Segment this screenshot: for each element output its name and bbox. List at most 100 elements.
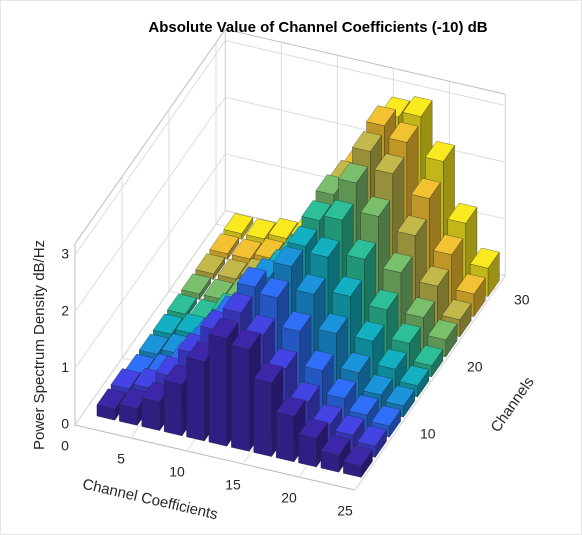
bar-top bbox=[469, 247, 500, 269]
bar-top bbox=[348, 394, 379, 416]
bar-top bbox=[230, 328, 261, 350]
bar-top bbox=[281, 310, 312, 332]
bar-front bbox=[163, 380, 183, 437]
bar-top bbox=[366, 105, 397, 127]
bar-top bbox=[371, 405, 402, 427]
bar bbox=[195, 253, 226, 281]
bar-top bbox=[354, 320, 385, 342]
bar-top bbox=[326, 377, 357, 399]
bar-top bbox=[268, 217, 299, 239]
bar-top bbox=[441, 299, 472, 321]
bar-top bbox=[236, 266, 267, 288]
y-tick-label: 10 bbox=[420, 426, 436, 442]
bar-top bbox=[175, 313, 206, 334]
z-tick-label: 1 bbox=[61, 359, 69, 375]
bar-top bbox=[340, 352, 371, 374]
grid-line bbox=[74, 210, 226, 426]
grid-line bbox=[74, 153, 226, 369]
bar bbox=[342, 445, 373, 479]
bar-top bbox=[317, 312, 349, 334]
labels: 0 5 10 15 20 25 10 20 30 0 1 2 3 bbox=[61, 246, 530, 519]
z-axis-title: Power Spectrum Density dB/Hz bbox=[31, 240, 48, 450]
x-tick-label: 25 bbox=[337, 503, 353, 519]
bar bbox=[209, 233, 240, 261]
grid-line bbox=[74, 96, 226, 312]
bar-top bbox=[402, 96, 433, 117]
bar-top bbox=[166, 293, 198, 315]
bar-top bbox=[334, 414, 365, 436]
chart-title: Absolute Value of Channel Coefficients (… bbox=[148, 19, 487, 36]
grid-line bbox=[225, 96, 506, 163]
bar-top bbox=[195, 253, 226, 275]
bar-top bbox=[231, 238, 262, 260]
x-tick-label: 5 bbox=[117, 451, 125, 467]
bar-front bbox=[208, 334, 228, 447]
bar-top bbox=[110, 368, 141, 390]
bar-front bbox=[141, 397, 160, 431]
bar-top bbox=[413, 345, 444, 366]
grid-line bbox=[354, 275, 506, 491]
bar-top bbox=[410, 178, 441, 199]
bar-front bbox=[275, 412, 295, 463]
x-tick-label: 15 bbox=[225, 477, 241, 493]
x-tick-label: 10 bbox=[169, 464, 185, 480]
bar-top bbox=[275, 395, 306, 417]
bar-top bbox=[405, 297, 436, 318]
bar-top bbox=[203, 278, 234, 300]
bar-top bbox=[253, 362, 284, 384]
bar-top bbox=[374, 153, 405, 175]
bar-top bbox=[301, 200, 332, 221]
bar-top bbox=[223, 213, 254, 234]
bar-top bbox=[396, 215, 427, 236]
bar-top bbox=[342, 445, 373, 467]
bar-top bbox=[368, 289, 399, 311]
bar-top bbox=[323, 199, 354, 221]
bar-top bbox=[385, 385, 416, 407]
z-tick-label: 0 bbox=[61, 416, 69, 432]
bar-top bbox=[303, 350, 334, 371]
bar-top bbox=[376, 348, 407, 370]
bar-top bbox=[138, 333, 169, 355]
bar-top bbox=[399, 365, 430, 386]
bar-top bbox=[245, 218, 276, 240]
bar-top bbox=[273, 245, 304, 267]
bar-top bbox=[388, 121, 419, 143]
bar bbox=[181, 273, 212, 301]
bar-top bbox=[433, 234, 464, 256]
bar-top bbox=[424, 140, 456, 162]
bar-top bbox=[208, 318, 239, 339]
bar-top bbox=[337, 162, 368, 184]
bar-top bbox=[382, 252, 413, 274]
z-tick-label: 2 bbox=[61, 302, 69, 318]
bar-top bbox=[222, 292, 253, 314]
bar-top bbox=[427, 319, 458, 341]
bar-top bbox=[287, 225, 318, 247]
bar-top bbox=[320, 434, 351, 456]
bar-top bbox=[390, 322, 422, 344]
z-tick-label: 3 bbox=[61, 246, 69, 262]
bar-top bbox=[351, 131, 383, 152]
bar-top bbox=[254, 237, 285, 259]
bar bbox=[320, 434, 351, 474]
bar-top bbox=[309, 236, 340, 258]
bar-top bbox=[96, 388, 127, 410]
bar-top bbox=[181, 273, 212, 295]
bar-top bbox=[362, 374, 393, 396]
bar-top bbox=[346, 238, 377, 260]
bar-top bbox=[298, 418, 329, 439]
bar-front bbox=[231, 344, 250, 452]
bar-front bbox=[298, 434, 317, 468]
bar-top bbox=[419, 265, 450, 287]
bar-top bbox=[259, 277, 290, 299]
bar-top bbox=[209, 233, 240, 255]
bar-front bbox=[186, 357, 205, 442]
bar-top bbox=[332, 275, 363, 297]
x-tick-label: 20 bbox=[281, 490, 297, 506]
y-tick-label: 20 bbox=[467, 359, 483, 375]
bar-top bbox=[295, 273, 326, 295]
bar-top bbox=[455, 273, 486, 295]
bar bbox=[223, 213, 254, 241]
y-tick-label: 30 bbox=[514, 292, 530, 308]
bar-top bbox=[360, 196, 391, 217]
